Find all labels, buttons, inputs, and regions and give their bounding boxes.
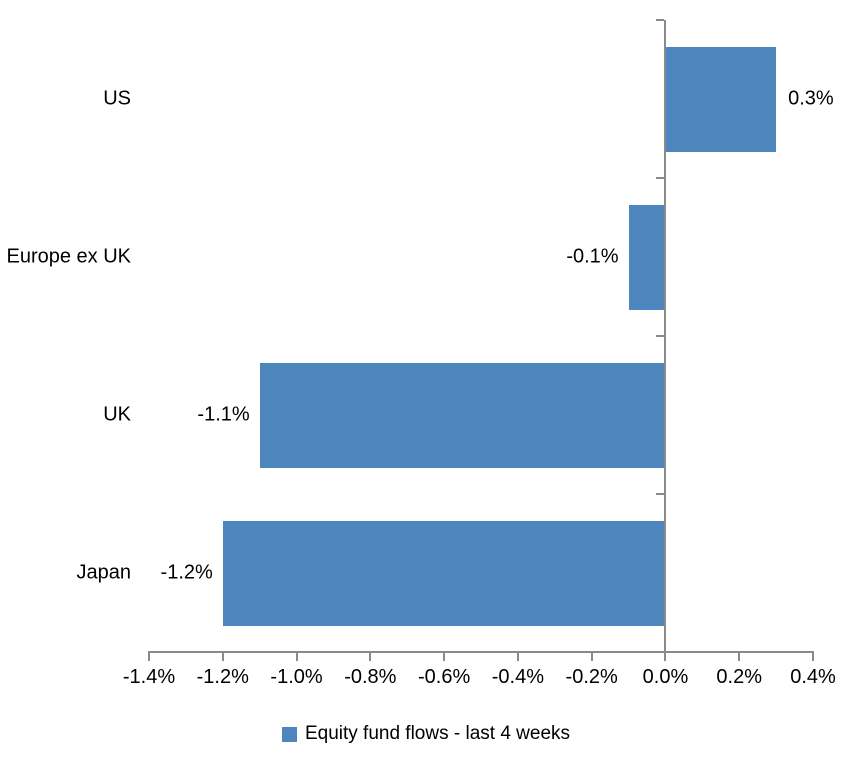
category-label-uk: UK: [103, 403, 131, 426]
category-label-us: US: [103, 87, 131, 110]
x-axis-tick-label: -1.4%: [122, 666, 176, 688]
category-boundary-tick: [656, 493, 665, 495]
legend: Equity fund flows - last 4 weeks: [0, 722, 852, 746]
x-axis-tick-label: -1.0%: [270, 666, 323, 688]
x-axis-tick: [590, 651, 593, 661]
legend-swatch-icon: [281, 726, 297, 742]
category-label-europe-ex-uk: Europe ex UK: [6, 245, 131, 268]
x-axis-tick-label: 0.0%: [642, 666, 689, 688]
x-axis-tick-label: -0.6%: [417, 666, 471, 688]
data-label-uk: -1.1%: [197, 403, 250, 426]
legend-label: Equity fund flows - last 4 weeks: [304, 723, 571, 744]
x-axis-tick-label: -0.8%: [344, 666, 397, 688]
data-label-europe-ex-uk: -0.1%: [566, 245, 619, 268]
x-axis-tick: [738, 651, 741, 661]
bar-uk: [259, 362, 666, 468]
x-axis-tick: [295, 651, 298, 661]
x-axis-tick-label: 0.2%: [716, 666, 763, 688]
data-label-japan: -1.2%: [160, 561, 213, 584]
bar-japan: [222, 520, 666, 626]
x-axis-tick: [148, 651, 150, 661]
x-axis-tick: [443, 651, 446, 661]
category-boundary-tick: [656, 335, 665, 337]
category-label-japan: Japan: [76, 561, 132, 584]
x-axis-tick-label: 0.4%: [790, 666, 836, 688]
x-axis-tick-label: -0.4%: [491, 666, 544, 688]
x-axis-tick-label: -1.2%: [196, 666, 249, 688]
x-axis-tick: [664, 651, 667, 661]
x-axis-tick: [369, 651, 372, 661]
x-axis-tick: [516, 651, 519, 661]
x-axis-tick-label: -0.2%: [565, 666, 618, 688]
x-axis-tick: [812, 651, 814, 661]
data-label-us: 0.3%: [788, 87, 834, 110]
category-boundary-tick: [656, 177, 665, 179]
bar-europe-ex-uk: [628, 204, 666, 310]
y-axis-zero-line: [664, 20, 667, 660]
bar-us: [665, 46, 777, 152]
x-axis-tick: [221, 651, 224, 661]
category-boundary-tick: [656, 19, 665, 21]
x-axis-line: [149, 651, 813, 653]
